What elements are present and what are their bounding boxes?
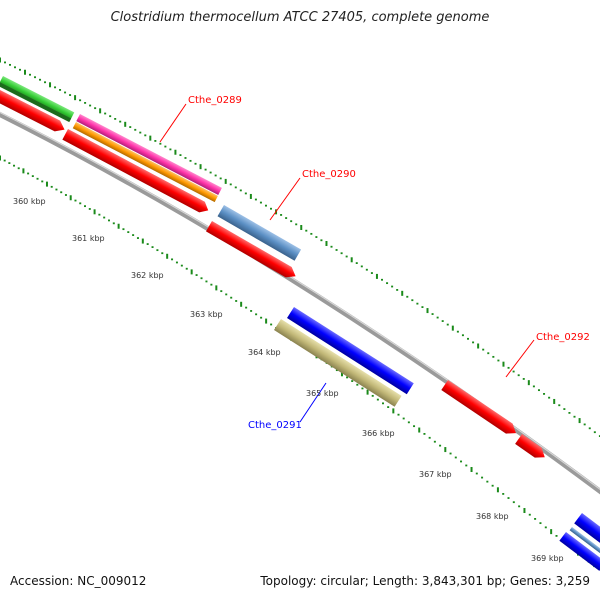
scale-label-364: 364 kbp [248, 348, 281, 357]
scale-label-363: 363 kbp [190, 310, 223, 319]
feature-red-gene-small[interactable] [515, 434, 548, 462]
accession-text: Accession: NC_009012 [10, 574, 147, 588]
scale-label-361: 361 kbp [72, 234, 105, 243]
genome-backbone [0, 111, 600, 495]
gene-label-cthe0291[interactable]: Cthe_0291 [248, 420, 302, 431]
feature-orange-gene[interactable] [72, 122, 218, 203]
feature-red-gene[interactable] [0, 88, 67, 135]
scale-label-365: 365 kbp [306, 389, 339, 398]
genome-backbone-highlight [0, 111, 600, 491]
topology-text: Topology: circular; Length: 3,843,301 bp… [260, 574, 590, 588]
inner-tick-track [0, 155, 596, 568]
feature-pink-gene[interactable] [76, 113, 222, 195]
scale-label-368: 368 kbp [476, 512, 509, 521]
leader-cthe0290 [269, 177, 301, 221]
scale-label-366: 366 kbp [362, 429, 395, 438]
feature-blue-gene-edge[interactable] [574, 513, 600, 548]
gene-label-cthe0290[interactable]: Cthe_0290 [302, 169, 356, 180]
feature-blue-gene[interactable] [287, 307, 414, 395]
feature-steelblue-gene-edge[interactable] [569, 527, 600, 555]
leader-cthe0292 [505, 339, 535, 378]
feature-blue-gene-edge-2[interactable] [559, 532, 600, 571]
leader-cthe0291 [299, 382, 327, 423]
scale-label-362: 362 kbp [131, 271, 164, 280]
feature-red-gene-cthe0292[interactable] [441, 380, 519, 438]
feature-steelblue-gene[interactable] [217, 205, 302, 261]
scale-label-360: 360 kbp [13, 197, 46, 206]
gene-label-cthe0289[interactable]: Cthe_0289 [188, 95, 242, 106]
feature-khaki-gene-cthe0291[interactable] [274, 319, 402, 407]
scale-label-369: 369 kbp [531, 554, 564, 563]
feature-green-gene[interactable] [0, 76, 75, 123]
leader-cthe0289 [159, 103, 187, 143]
outer-tick-track [0, 57, 600, 437]
map-title: Clostridium thermocellum ATCC 27405, com… [110, 10, 490, 25]
feature-red-gene-cthe0290[interactable] [206, 221, 299, 281]
feature-red-gene-long[interactable] [62, 129, 211, 216]
scale-label-367: 367 kbp [419, 470, 452, 479]
gene-label-cthe0292[interactable]: Cthe_0292 [536, 332, 590, 343]
